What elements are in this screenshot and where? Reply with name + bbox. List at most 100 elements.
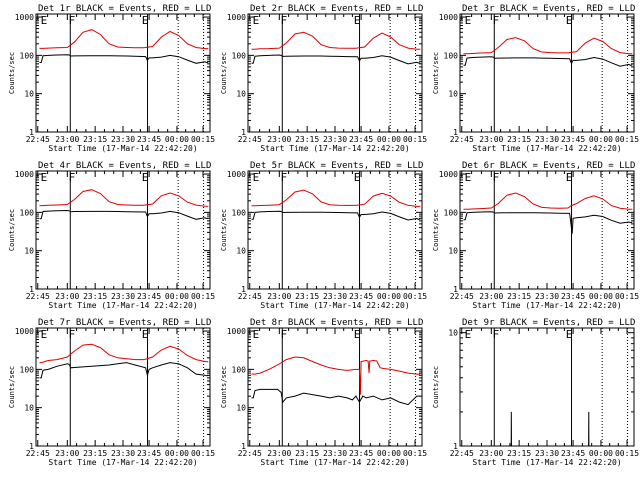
marker-f: F	[281, 14, 288, 27]
marker-f: F	[281, 171, 288, 184]
x-tick-label: 00:15	[191, 292, 215, 301]
x-tick-label: 23:30	[111, 292, 135, 301]
x-tick-label: 23:00	[267, 449, 291, 458]
x-tick-label: 23:15	[507, 292, 531, 301]
y-tick-label: 1	[241, 285, 246, 294]
x-axis-label: Start Time (17-Mar-14 22:42:20)	[260, 144, 409, 153]
x-tick-label: 00:15	[191, 449, 215, 458]
x-tick-label: 23:15	[83, 449, 107, 458]
marker-f: F	[69, 328, 76, 341]
x-tick-label: 23:30	[323, 292, 347, 301]
marker-e: E	[142, 328, 149, 341]
y-axis-label: Counts/sec	[220, 366, 228, 408]
x-tick-label: 23:00	[479, 292, 503, 301]
y-tick-label: 100	[232, 51, 247, 60]
y-tick-label: 1000	[227, 13, 246, 22]
x-tick-label: 00:00	[377, 135, 401, 144]
panel-det-4: Det 4r BLACK = Events, RED = LLD 1 10 100 10…	[8, 161, 215, 310]
x-tick-label: 23:45	[137, 449, 161, 458]
series-lld	[463, 37, 633, 55]
x-tick-label: 23:45	[349, 135, 373, 144]
x-axis-label: Start Time (17-Mar-14 22:42:20)	[472, 458, 621, 467]
x-tick-label: 23:45	[561, 292, 585, 301]
panel-det-7: Det 7r BLACK = Events, RED = LLD 1 10 100 10…	[8, 318, 215, 467]
y-axis-label: Counts/sec	[220, 209, 228, 251]
y-tick-label: 100	[232, 208, 247, 217]
x-tick-label: 23:30	[535, 449, 559, 458]
x-tick-label: 23:00	[479, 135, 503, 144]
panel-title: Det 5r BLACK = Events, RED = LLD	[250, 161, 423, 171]
panel-det-2: Det 2r BLACK = Events, RED = LLD 1 10 100 10…	[220, 4, 427, 153]
panel-title: Det 1r BLACK = Events, RED = LLD	[38, 4, 211, 14]
panel-title: Det 2r BLACK = Events, RED = LLD	[250, 4, 423, 14]
panel-grid: Det 1r BLACK = Events, RED = LLD11010010…	[8, 4, 639, 467]
x-tick-label: 23:15	[507, 135, 531, 144]
marker-e: E	[566, 14, 573, 27]
x-tick-label: 00:15	[403, 135, 427, 144]
x-tick-label: 22:45	[238, 449, 262, 458]
x-axis-label: Start Time (17-Mar-14 22:42:20)	[48, 458, 197, 467]
series-events	[463, 211, 633, 234]
x-tick-label: 00:15	[615, 135, 639, 144]
marker-f: F	[69, 14, 76, 27]
x-tick-label: 23:15	[295, 449, 319, 458]
marker-e: E	[354, 171, 361, 184]
y-axis-label: Counts/sec	[8, 366, 16, 408]
panel-det-3: Det 3r BLACK = Events, RED = LLD 1 10 100 10…	[432, 4, 639, 153]
x-tick-label: 00:15	[403, 292, 427, 301]
marker-e: E	[566, 171, 573, 184]
marker-e: E	[41, 14, 48, 27]
y-tick-label: 1000	[15, 13, 34, 22]
x-axis-label: Start Time (17-Mar-14 22:42:20)	[472, 301, 621, 310]
x-axis-label: Start Time (17-Mar-14 22:42:20)	[48, 144, 197, 153]
x-tick-label: 22:45	[26, 449, 50, 458]
x-tick-label: 23:45	[349, 292, 373, 301]
x-axis-label: Start Time (17-Mar-14 22:42:20)	[260, 458, 409, 467]
y-tick-label: 1	[241, 128, 246, 137]
marker-f: F	[493, 328, 500, 341]
marker-e: E	[253, 328, 260, 341]
x-tick-label: 23:15	[83, 292, 107, 301]
x-tick-label: 23:15	[295, 292, 319, 301]
y-tick-label: 100	[20, 365, 35, 374]
x-tick-label: 23:45	[137, 135, 161, 144]
x-tick-label: 23:00	[479, 449, 503, 458]
marker-e: E	[253, 171, 260, 184]
y-tick-label: 100	[20, 208, 35, 217]
y-tick-label: 10	[24, 247, 34, 256]
x-tick-label: 00:15	[403, 449, 427, 458]
y-tick-label: 100	[444, 51, 459, 60]
y-axis-label: Counts/sec	[432, 366, 440, 408]
marker-e: E	[41, 171, 48, 184]
y-tick-label: 1	[241, 442, 246, 451]
x-tick-label: 00:00	[589, 292, 613, 301]
x-tick-label: 22:45	[450, 292, 474, 301]
marker-f: F	[69, 171, 76, 184]
y-tick-label: 10	[448, 90, 458, 99]
y-tick-label: 10	[24, 90, 34, 99]
y-tick-label: 1	[29, 285, 34, 294]
x-tick-label: 22:45	[238, 135, 262, 144]
y-axis-label: Counts/sec	[432, 209, 440, 251]
panel-title: Det 7r BLACK = Events, RED = LLD	[38, 318, 211, 328]
marker-e: E	[566, 328, 573, 341]
y-tick-label: 100	[232, 365, 247, 374]
marker-e: E	[41, 328, 48, 341]
panel-det-5: Det 5r BLACK = Events, RED = LLD 1 10 100 10…	[220, 161, 427, 310]
x-tick-label: 23:00	[55, 449, 79, 458]
y-axis-label: Counts/sec	[8, 209, 16, 251]
y-tick-label: 1	[29, 128, 34, 137]
series-events	[463, 56, 633, 67]
x-tick-label: 23:00	[55, 292, 79, 301]
y-tick-label: 100	[20, 51, 35, 60]
x-tick-label: 00:00	[377, 449, 401, 458]
marker-e: E	[354, 328, 361, 341]
panel-title: Det 4r BLACK = Events, RED = LLD	[38, 161, 211, 171]
y-tick-label: 1000	[439, 13, 458, 22]
x-tick-label: 00:00	[165, 292, 189, 301]
y-tick-label: 1000	[227, 170, 246, 179]
x-axis-label: Start Time (17-Mar-14 22:42:20)	[260, 301, 409, 310]
y-axis-label: Counts/sec	[220, 52, 228, 94]
x-tick-label: 00:15	[615, 292, 639, 301]
x-tick-label: 23:15	[507, 449, 531, 458]
